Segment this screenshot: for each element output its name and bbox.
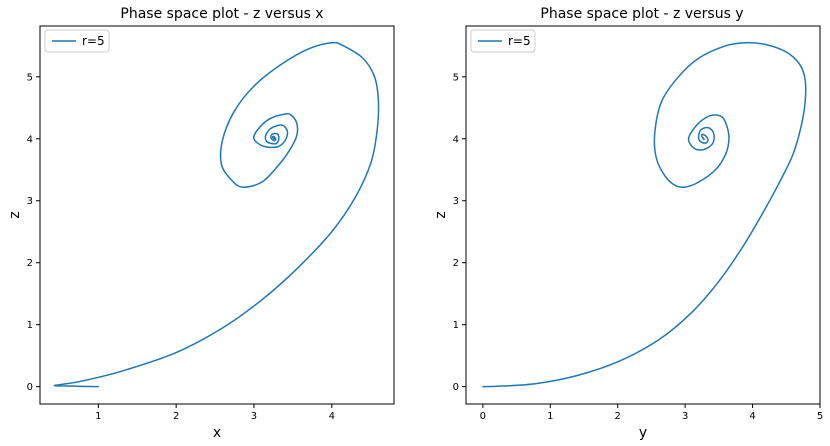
left-y-tick-label: 4 [27,134,33,145]
right-x-tick-label: 1 [547,411,553,422]
right-x-axis-label: y [639,425,647,441]
right-x-tick-label: 3 [682,411,688,422]
right-legend-box [470,29,536,53]
left-chart-title: Phase space plot - z versus x [120,6,323,22]
left-y-axis-label: z [7,211,23,218]
right-x-tick-label: 0 [480,411,486,422]
right-y-tick-label: 5 [453,72,459,83]
right-y-tick-label: 2 [453,258,459,269]
right-x-tick-label: 2 [615,411,621,422]
right-y-tick-label: 4 [453,134,459,145]
left-series-line [53,41,380,388]
left-chart-panel: Phase space plot - z versus x 1 2 3 4 0 1 2 3 4 5… [7,6,395,441]
left-x-tick-label: 2 [173,411,179,422]
left-legend-box [44,29,110,53]
right-legend: r=5 [470,29,536,53]
left-y-tick-label: 5 [27,72,33,83]
left-y-tick-label: 3 [27,196,33,207]
left-x-tick-label: 1 [95,411,101,422]
left-y-tick-label: 2 [27,258,33,269]
right-plot-frame [465,25,821,405]
right-chart-title: Phase space plot - z versus y [540,6,743,22]
left-legend: r=5 [44,29,110,53]
right-x-tick-label: 5 [817,411,823,422]
left-y-tick-label: 1 [27,320,33,331]
left-x-axis-label: x [213,425,221,441]
left-legend-label: r=5 [82,34,105,48]
left-x-tick-label: 3 [251,411,257,422]
left-x-tick-label: 4 [329,411,335,422]
right-x-tick-label: 4 [749,411,755,422]
left-plot-frame [39,25,395,405]
right-y-axis-label: z [433,211,449,218]
right-legend-label: r=5 [508,34,531,48]
right-y-tick-label: 0 [453,382,459,393]
right-series-line [482,41,807,388]
right-y-tick-label: 3 [453,196,459,207]
right-y-tick-label: 1 [453,320,459,331]
left-y-tick-label: 0 [27,382,33,393]
right-chart-panel: Phase space plot - z versus y 0 1 2 3 4 5 0 1 2 3… [433,6,823,441]
